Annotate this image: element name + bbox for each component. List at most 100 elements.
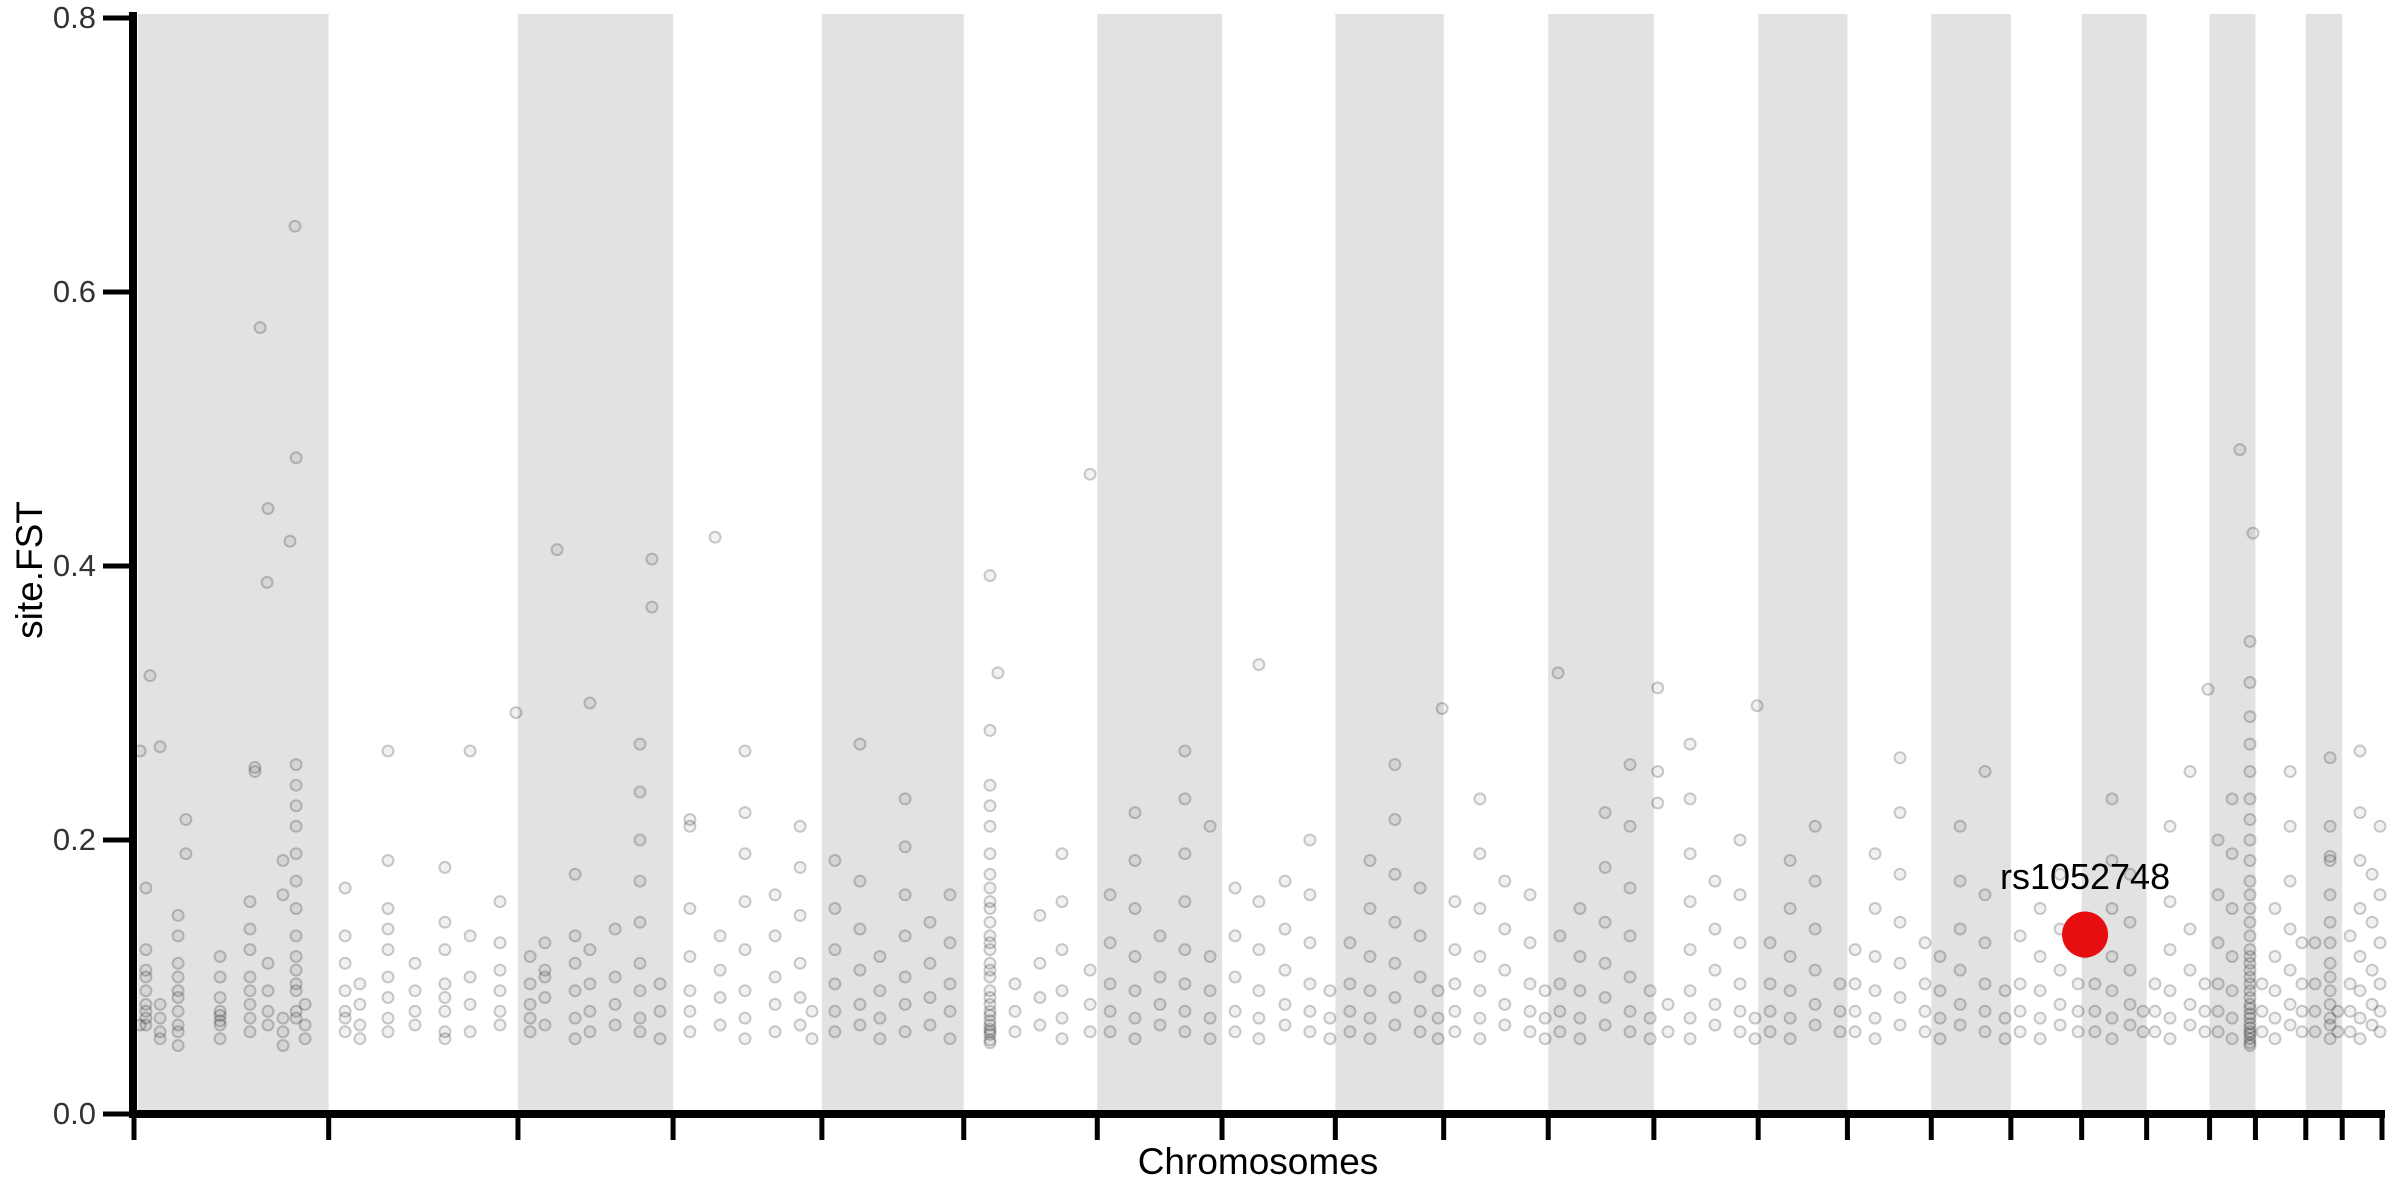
data-point: [1178, 895, 1192, 909]
data-point: [1978, 977, 1992, 991]
data-point: [1103, 888, 1117, 902]
data-point: [438, 915, 452, 929]
data-point: [2353, 806, 2367, 820]
data-point: [408, 1004, 422, 1018]
data-point: [1953, 963, 1967, 977]
data-point: [1933, 1032, 1947, 1046]
data-point: [1643, 1032, 1657, 1046]
data-point: [1643, 984, 1657, 998]
data-point: [923, 956, 937, 970]
data-point: [873, 950, 887, 963]
x-axis-label: Chromosomes: [1137, 1141, 1379, 1182]
data-point: [1893, 751, 1907, 765]
data-point: [2163, 1032, 2177, 1046]
data-point: [1683, 895, 1697, 909]
chromosome-band: [1548, 14, 1654, 1110]
data-point: [1998, 1032, 2012, 1046]
data-point: [1918, 977, 1932, 991]
data-point: [2053, 963, 2067, 977]
x-tick: [1094, 1118, 1100, 1140]
data-point: [289, 451, 303, 465]
data-point: [2013, 1025, 2027, 1039]
data-point: [171, 908, 185, 922]
data-point: [2105, 854, 2119, 867]
data-point: [2243, 1007, 2257, 1021]
data-point: [153, 1025, 167, 1039]
data-point: [463, 997, 477, 1011]
data-point: [828, 854, 842, 867]
data-point: [213, 1018, 227, 1032]
data-point: [1538, 984, 1552, 998]
data-point: [243, 1011, 257, 1025]
data-point: [2255, 977, 2269, 991]
data-point: [2353, 902, 2367, 915]
y-axis-line: [129, 12, 137, 1118]
data-point: [2148, 1025, 2162, 1039]
data-point: [805, 1004, 819, 1018]
data-point: [2033, 984, 2047, 998]
data-point: [1538, 1011, 1552, 1025]
data-point: [1708, 963, 1722, 977]
data-point: [983, 943, 997, 957]
data-point: [2343, 977, 2357, 991]
data-point: [1055, 895, 1069, 909]
data-point: [289, 963, 303, 977]
data-point: [608, 922, 622, 936]
data-point: [289, 950, 303, 963]
data-point: [2323, 915, 2337, 929]
data-point: [438, 1032, 452, 1046]
data-point: [2013, 929, 2027, 943]
data-point: [1252, 1032, 1266, 1046]
data-point: [2295, 936, 2309, 950]
data-point: [633, 1025, 647, 1039]
data-point: [2353, 854, 2367, 867]
data-point: [1683, 984, 1697, 998]
data-point: [1953, 819, 1967, 833]
data-point: [1733, 888, 1747, 902]
data-point: [738, 806, 752, 820]
data-point: [2323, 751, 2337, 765]
data-point: [1833, 1004, 1847, 1018]
data-point: [213, 950, 227, 963]
data-point: [171, 929, 185, 943]
data-point: [1498, 874, 1512, 888]
data-point: [683, 1004, 697, 1018]
data-point: [1303, 1025, 1317, 1039]
data-point: [793, 1018, 807, 1032]
data-point: [2163, 984, 2177, 998]
data-point: [2198, 1025, 2212, 1039]
x-tick: [1755, 1118, 1761, 1140]
data-point: [2343, 1004, 2357, 1018]
data-point: [983, 1014, 997, 1028]
data-point: [2163, 819, 2177, 833]
data-point: [2283, 922, 2297, 936]
data-point: [2211, 1025, 2225, 1039]
x-tick: [326, 1118, 332, 1140]
data-point: [713, 1018, 727, 1032]
data-point: [2148, 977, 2162, 991]
data-point: [353, 1032, 367, 1046]
data-point: [253, 321, 267, 335]
data-point: [338, 1011, 352, 1025]
data-point: [1868, 902, 1882, 915]
data-point: [1303, 977, 1317, 991]
data-point: [1498, 963, 1512, 977]
data-point: [1055, 984, 1069, 998]
data-point: [493, 1018, 507, 1032]
data-point: [2353, 1011, 2367, 1025]
data-point: [683, 950, 697, 963]
data-point: [828, 902, 842, 915]
data-point: [2211, 1004, 2225, 1018]
data-point: [983, 997, 997, 1011]
data-point: [1651, 765, 1665, 778]
data-point: [738, 895, 752, 909]
data-point: [289, 758, 303, 772]
data-point: [983, 1025, 997, 1039]
data-point: [1431, 984, 1445, 998]
data-point: [243, 895, 257, 909]
data-point: [898, 929, 912, 943]
data-point: [1978, 1004, 1992, 1018]
data-point: [1033, 1018, 1047, 1032]
data-point: [213, 1032, 227, 1046]
